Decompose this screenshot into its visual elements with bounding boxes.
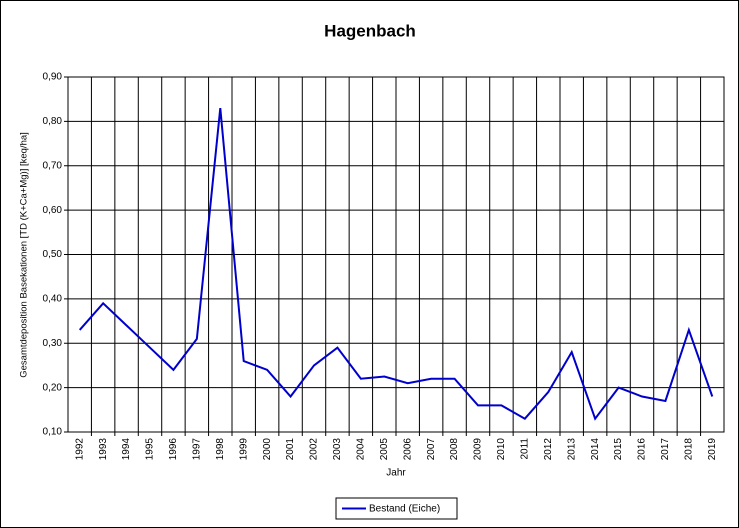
y-tick-label: 0,10 bbox=[43, 427, 63, 438]
x-tick-label: 2002 bbox=[309, 438, 320, 461]
x-tick-label: 2013 bbox=[566, 438, 577, 461]
x-tick-label: 2001 bbox=[285, 438, 296, 461]
x-tick-label: 2015 bbox=[613, 438, 624, 461]
legend-label: Bestand (Eiche) bbox=[369, 504, 440, 515]
data-line bbox=[78, 107, 714, 421]
y-tick-label: 0,70 bbox=[43, 160, 63, 171]
x-tick-label: 1999 bbox=[238, 438, 249, 461]
x-axis-title: Jahr bbox=[386, 468, 406, 479]
x-tick-label: 2012 bbox=[543, 438, 554, 461]
y-axis-title: Gesamtdeposition Basekationen [TD (K+Ca+… bbox=[19, 132, 30, 378]
x-tick-label: 1996 bbox=[168, 438, 179, 461]
y-tick-label: 0,80 bbox=[43, 116, 63, 127]
chart-title: Hagenbach bbox=[324, 21, 416, 40]
x-tick-label: 2014 bbox=[590, 438, 601, 461]
x-tick-label: 1998 bbox=[215, 438, 226, 461]
x-tick-label: 1994 bbox=[121, 438, 132, 461]
legend-box bbox=[335, 497, 458, 520]
x-tick-label: 2003 bbox=[332, 438, 343, 461]
x-tick-label: 2000 bbox=[262, 438, 273, 461]
x-tick-label: 2011 bbox=[519, 438, 530, 460]
y-tick-label: 0,40 bbox=[43, 294, 63, 305]
y-tick-label: 0,90 bbox=[43, 72, 63, 83]
y-tick-label: 0,20 bbox=[43, 382, 63, 393]
x-tick-label: 1997 bbox=[191, 438, 202, 461]
x-tick-label: 2008 bbox=[449, 438, 460, 461]
x-tick-label: 2016 bbox=[637, 438, 648, 461]
x-tick-label: 2007 bbox=[426, 438, 437, 461]
y-tick-label: 0,30 bbox=[43, 338, 63, 349]
x-tick-label: 2004 bbox=[355, 438, 366, 461]
x-tick-label: 1992 bbox=[74, 438, 85, 461]
x-tick-label: 2010 bbox=[496, 438, 507, 461]
x-tick-label: 2005 bbox=[379, 438, 390, 461]
x-tick-label: 2018 bbox=[683, 438, 694, 461]
x-tick-label: 1995 bbox=[145, 438, 156, 461]
y-tick-label: 0,50 bbox=[43, 249, 63, 260]
x-tick-label: 2017 bbox=[660, 438, 671, 461]
x-tick-label: 2019 bbox=[707, 438, 718, 461]
y-tick-label: 0,60 bbox=[43, 205, 63, 216]
x-tick-label: 2009 bbox=[473, 438, 484, 461]
x-tick-label: 2006 bbox=[402, 438, 413, 461]
x-tick-label: 1993 bbox=[98, 438, 109, 461]
